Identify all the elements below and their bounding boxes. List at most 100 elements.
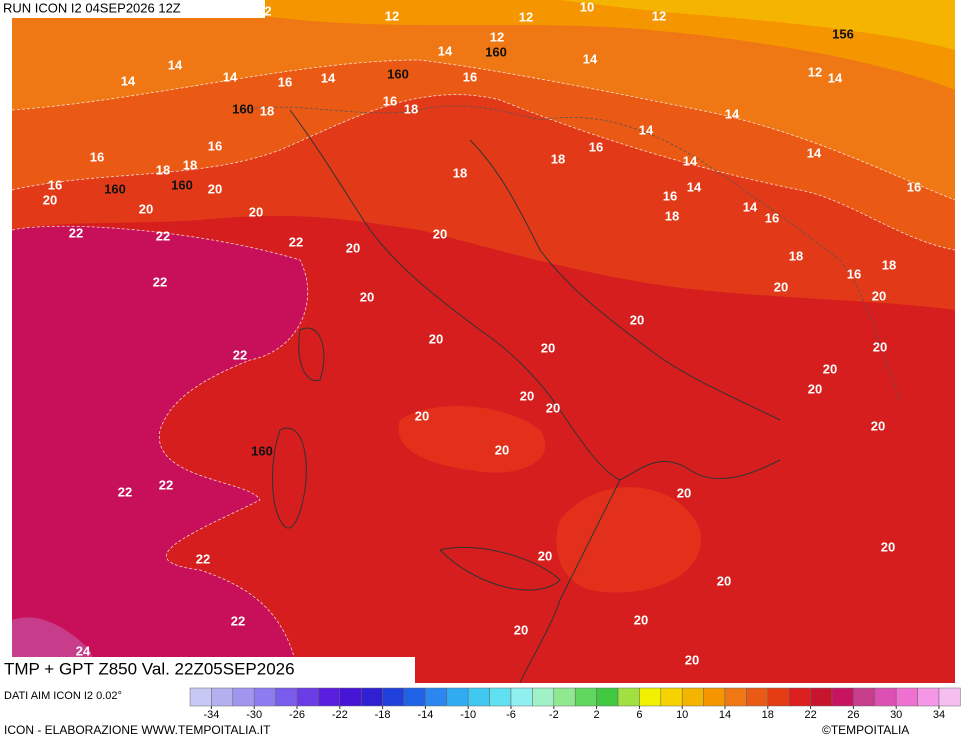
- contour-label: 20: [685, 652, 699, 667]
- contour-label: 18: [882, 257, 896, 272]
- colorbar-swatch: [189, 687, 212, 707]
- contour-label: 22: [153, 274, 167, 289]
- run-label: RUN ICON I2 04SEP2026 12Z: [3, 0, 181, 15]
- contour-label: 20: [774, 279, 788, 294]
- contour-label: 14: [168, 57, 183, 72]
- colorbar-swatch: [895, 687, 918, 707]
- colorbar-tick-label: -14: [417, 709, 433, 721]
- colorbar-swatch: [553, 687, 576, 707]
- colorbar-swatch: [467, 687, 490, 707]
- contour-label: 20: [139, 201, 153, 216]
- contour-label: 12: [385, 8, 399, 23]
- colorbar-swatch: [874, 687, 897, 707]
- colorbar-swatch: [318, 687, 341, 707]
- colorbar-swatch: [596, 687, 619, 707]
- contour-label: 14: [683, 153, 698, 168]
- isotherm: [11, 94, 956, 251]
- contour-label: 22: [156, 228, 170, 243]
- contour-label: 18: [183, 157, 197, 172]
- contour-label: 14: [223, 69, 238, 84]
- contour-label: 12: [519, 9, 533, 24]
- contour-label: 22: [231, 613, 245, 628]
- contour-label: 22: [289, 234, 303, 249]
- colorbar-tick-label: -10: [460, 709, 476, 721]
- colorbar-swatch: [660, 687, 683, 707]
- contour-label: 20: [630, 312, 644, 327]
- contour-label: 12: [652, 8, 666, 23]
- colorbar-swatch: [639, 687, 662, 707]
- colorbar-tick-label: 14: [719, 709, 731, 721]
- contour-label: 14: [743, 199, 758, 214]
- contour-label: 18: [260, 103, 274, 118]
- contour-label: 16: [48, 177, 62, 192]
- contour-label: 20: [541, 340, 555, 355]
- contour-label: 160: [104, 181, 126, 196]
- contour-label: 160: [251, 443, 273, 458]
- contour-label: 14: [725, 106, 740, 121]
- contour-label: 14: [807, 145, 822, 160]
- contour-label: 22: [69, 225, 83, 240]
- contour-label: 20: [717, 573, 731, 588]
- contour-label: 20: [520, 388, 534, 403]
- source-label: DATI AIM ICON I2 0.02°: [4, 690, 122, 702]
- colorbar-swatch: [810, 687, 833, 707]
- contour-label: 156: [832, 26, 854, 41]
- contour-label: 18: [551, 151, 565, 166]
- contour-label: 20: [872, 288, 886, 303]
- header-box: [0, 0, 265, 18]
- colorbar-swatch: [510, 687, 533, 707]
- contour-label: 20: [249, 204, 263, 219]
- colorbar-tick-label: 10: [676, 709, 688, 721]
- isotherm: [11, 59, 956, 201]
- colorbar-swatch: [767, 687, 790, 707]
- colorbar-swatch: [253, 687, 276, 707]
- colorbar-tick-label: 26: [847, 709, 859, 721]
- contour-label: 160: [485, 44, 507, 59]
- zone-20: [12, 94, 955, 311]
- title-box: [0, 657, 415, 683]
- contour-label: 20: [346, 240, 360, 255]
- copyright-label: ©TEMPOITALIA: [822, 723, 909, 737]
- warm-patch: [398, 406, 546, 473]
- contour-label: 160: [232, 101, 254, 116]
- colorbar-swatch: [382, 687, 405, 707]
- colorbar-swatch: [275, 687, 298, 707]
- colorbar-swatch: [296, 687, 319, 707]
- colorbar-tick-label: -22: [332, 709, 348, 721]
- contour-label: 16: [463, 69, 477, 84]
- contour-label: 18: [665, 208, 679, 223]
- colorbar-swatch: [446, 687, 469, 707]
- contour-label: 160: [387, 66, 409, 81]
- contour-label: 16: [90, 149, 104, 164]
- contour-label: 14: [121, 73, 136, 88]
- contour-label: 22: [118, 484, 132, 499]
- contour-label: 20: [415, 408, 429, 423]
- isotherm: [11, 225, 308, 684]
- contour-label: 20: [634, 612, 648, 627]
- contour-label: 10: [580, 0, 594, 14]
- contour-label: 12: [490, 29, 504, 44]
- contour-label: 2: [264, 3, 271, 18]
- contour-label: 22: [159, 477, 173, 492]
- colorbar-swatch: [724, 687, 747, 707]
- contour-label: 20: [881, 539, 895, 554]
- contour-label: 20: [495, 442, 509, 457]
- island: [272, 327, 561, 591]
- contour-label: 14: [639, 122, 654, 137]
- zone-14: [150, 0, 955, 90]
- map-title: TMP + GPT Z850 Val. 22Z05SEP2026: [4, 659, 295, 678]
- colorbar-tick-label: -2: [549, 709, 559, 721]
- contour-label: 20: [514, 622, 528, 637]
- contour-label: 20: [873, 339, 887, 354]
- colorbar-tick-label: 6: [636, 709, 642, 721]
- colorbar-tick-label: 2: [594, 709, 600, 721]
- contour-label: 16: [847, 266, 861, 281]
- contour-label: 14: [828, 70, 843, 85]
- colorbar-tick-label: 22: [804, 709, 816, 721]
- coastline: [289, 109, 781, 684]
- colorbar-swatch: [489, 687, 512, 707]
- colorbar-swatch: [788, 687, 811, 707]
